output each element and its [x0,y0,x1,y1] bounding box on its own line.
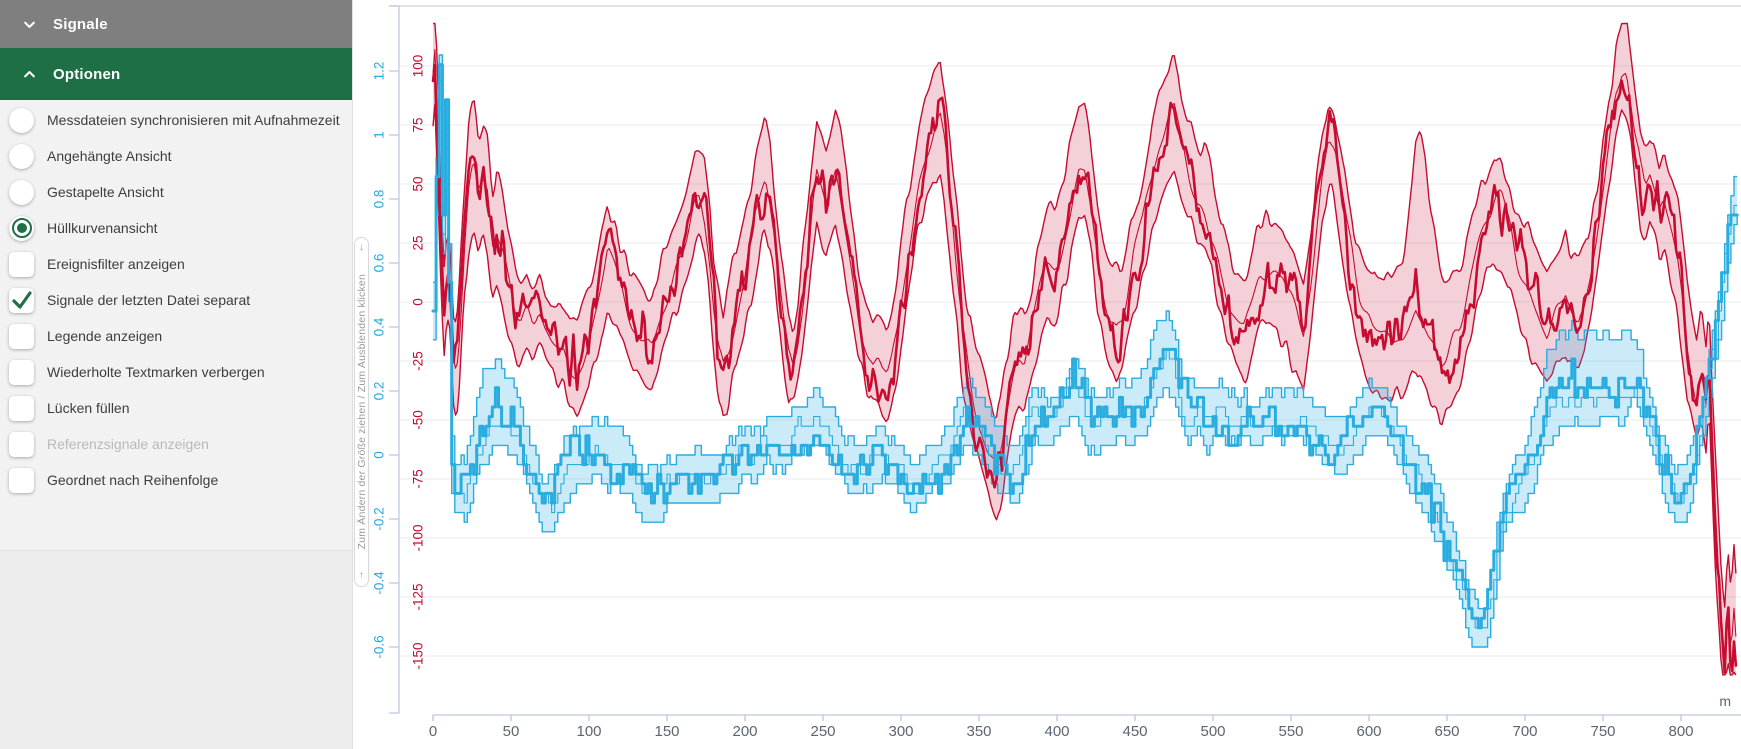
toggle-option-4[interactable]: Ereignisfilter anzeigen [0,246,352,282]
section-header-optionen[interactable]: Optionen [0,48,352,100]
checkbox-unchecked-icon[interactable] [9,251,34,277]
svg-text:0: 0 [429,723,437,740]
svg-text:0: 0 [411,298,426,306]
resize-handle-label: Zum Ändern der Größe ziehen / Zum Ausble… [355,274,368,550]
toggle-option-8[interactable]: Lücken füllen [0,390,352,426]
view-option-3[interactable]: Hüllkurvenansicht [0,210,352,246]
svg-text:0.2: 0.2 [372,382,387,401]
svg-text:25: 25 [411,235,426,250]
svg-text:-125: -125 [411,583,426,610]
svg-text:100: 100 [576,723,601,740]
radio-checked-icon[interactable] [9,215,34,241]
svg-text:0: 0 [372,451,387,459]
radio-unchecked-icon[interactable] [9,107,34,133]
view-option-2[interactable]: Gestapelte Ansicht [0,174,352,210]
checkbox-unchecked-icon[interactable] [9,467,34,493]
svg-text:150: 150 [654,723,679,740]
svg-text:450: 450 [1122,723,1147,740]
chart-canvas[interactable]: 1.210.80.60.40.20-0.2-0.4-0.61007550250-… [353,0,1741,749]
svg-text:350: 350 [966,723,991,740]
chevron-down-icon [22,17,37,32]
svg-text:200: 200 [732,723,757,740]
svg-text:800: 800 [1668,723,1693,740]
svg-text:1: 1 [372,131,387,139]
checkbox-unchecked-icon[interactable] [9,323,34,349]
option-label: Signale der letzten Datei separat [47,292,251,308]
svg-text:500: 500 [1200,723,1225,740]
section-header-label: Signale [53,15,108,33]
view-option-1[interactable]: Angehängte Ansicht [0,138,352,174]
view-option-0[interactable]: Messdateien synchronisieren mit Aufnahme… [0,102,352,138]
svg-text:700: 700 [1512,723,1537,740]
option-label: Geordnet nach Reihenfolge [47,472,219,488]
svg-text:-0.4: -0.4 [372,571,387,595]
svg-text:-75: -75 [411,469,426,489]
option-label: Referenzsignale anzeigen [47,436,209,452]
svg-text:-50: -50 [411,410,426,430]
option-label: Angehängte Ansicht [47,148,172,164]
svg-text:-0.2: -0.2 [372,507,387,530]
svg-text:550: 550 [1278,723,1303,740]
svg-text:-0.6: -0.6 [372,635,387,658]
svg-text:250: 250 [810,723,835,740]
signal-chart[interactable]: 1.2 1 0.8 0.6 0.4 0.2 0 -0.2 -0.4 -0.6 100 75 50 25 0-… [353,0,1741,749]
section-header-signale[interactable]: Signale [0,0,352,48]
arrow-up-icon: ↑ [359,570,364,581]
svg-text:0.4: 0.4 [372,317,387,336]
svg-text:-25: -25 [411,351,426,371]
chevron-up-icon [22,67,37,82]
svg-text:1.2: 1.2 [372,62,387,81]
sidebar-panel: Signale Optionen Messdateien synchronisi… [0,0,353,749]
arrow-down-icon: ↓ [359,242,364,253]
section-header-label: Optionen [53,65,121,83]
checkbox-unchecked-icon [9,431,34,457]
svg-text:m: m [1719,693,1731,709]
toggle-option-9: Referenzsignale anzeigen [0,426,352,462]
svg-text:600: 600 [1356,723,1381,740]
svg-text:300: 300 [888,723,913,740]
option-label: Ereignisfilter anzeigen [47,256,185,272]
radio-unchecked-icon[interactable] [9,179,34,205]
svg-text:750: 750 [1590,723,1615,740]
svg-text:75: 75 [411,117,426,132]
sidebar-footer-area [0,550,352,749]
svg-text:50: 50 [503,723,520,740]
svg-text:100: 100 [411,55,426,78]
svg-text:0.8: 0.8 [372,190,387,209]
option-label: Hüllkurvenansicht [47,220,158,236]
checkbox-unchecked-icon[interactable] [9,359,34,385]
option-label: Wiederholte Textmarken verbergen [47,364,265,380]
checkbox-checked-icon[interactable] [9,287,34,313]
resize-handle[interactable]: ↓ Zum Ändern der Größe ziehen / Zum Ausb… [354,237,369,587]
checkbox-unchecked-icon[interactable] [9,395,34,421]
toggle-option-10[interactable]: Geordnet nach Reihenfolge [0,462,352,498]
toggle-option-7[interactable]: Wiederholte Textmarken verbergen [0,354,352,390]
toggle-option-6[interactable]: Legende anzeigen [0,318,352,354]
svg-text:50: 50 [411,176,426,191]
toggle-option-5[interactable]: Signale der letzten Datei separat [0,282,352,318]
svg-text:650: 650 [1434,723,1459,740]
option-label: Gestapelte Ansicht [47,184,164,200]
options-list: Messdateien synchronisieren mit Aufnahme… [0,100,352,498]
option-label: Legende anzeigen [47,328,163,344]
svg-text:400: 400 [1044,723,1069,740]
svg-text:0.6: 0.6 [372,254,387,273]
svg-text:-150: -150 [411,642,426,669]
svg-text:-100: -100 [411,524,426,551]
radio-unchecked-icon[interactable] [9,143,34,169]
option-label: Messdateien synchronisieren mit Aufnahme… [47,112,340,128]
option-label: Lücken füllen [47,400,130,416]
